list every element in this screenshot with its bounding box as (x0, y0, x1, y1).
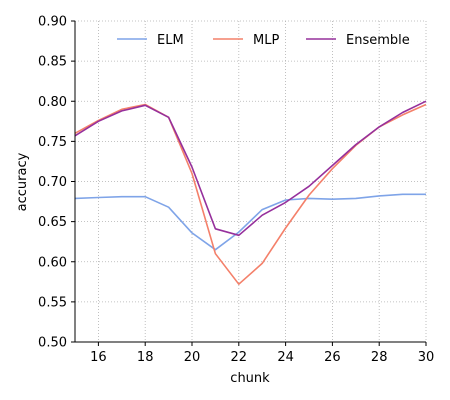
y-tick-label: 0.65 (38, 215, 67, 230)
y-ticks: 0.50 0.55 0.60 0.65 0.70 0.75 0.80 0.85 0.90 (38, 15, 75, 351)
y-tick-label: 0.80 (38, 95, 67, 110)
y-tick-label: 0.70 (38, 175, 67, 190)
x-tick-label: 24 (277, 350, 294, 365)
x-tick-label: 22 (231, 350, 248, 365)
x-axis-label: chunk (230, 371, 270, 386)
x-tick-label: 16 (90, 350, 107, 365)
legend-label-mlp: MLP (253, 33, 279, 48)
y-tick-label: 0.90 (38, 15, 67, 30)
series-line-ensemble (74, 100, 427, 237)
x-tick-label: 26 (324, 350, 341, 365)
x-tick-label: 28 (371, 350, 388, 365)
y-tick-label: 0.75 (38, 135, 67, 150)
x-ticks: 16 18 20 22 24 26 28 30 (90, 342, 434, 365)
series-line-elm (74, 193, 426, 251)
y-tick-label: 0.60 (38, 255, 67, 270)
x-tick-label: 18 (137, 350, 154, 365)
y-tick-label: 0.85 (38, 55, 67, 70)
y-tick-label: 0.50 (38, 336, 67, 351)
axes (74, 21, 426, 343)
legend: ELM MLP Ensemble (117, 33, 410, 48)
legend-label-elm: ELM (157, 33, 184, 48)
legend-label-ensemble: Ensemble (346, 33, 410, 48)
series-lines (74, 100, 427, 286)
y-tick-label: 0.55 (38, 295, 67, 310)
x-tick-label: 30 (418, 350, 435, 365)
x-tick-label: 20 (184, 350, 201, 365)
grid-lines (75, 20, 427, 343)
y-axis-label: accuracy (15, 152, 30, 211)
